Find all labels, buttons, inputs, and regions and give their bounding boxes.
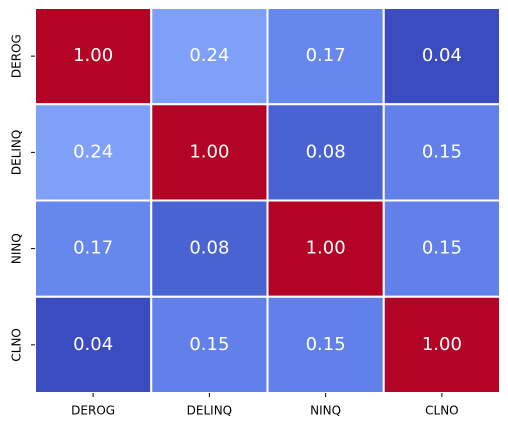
cell-label: 0.24 [73,141,113,162]
x-tick-label: DEROG [71,404,115,418]
cell-label: 0.04 [422,45,462,66]
heatmap-cell [382,103,501,202]
cell-label: 0.15 [422,238,462,259]
cell-label: 0.15 [189,334,229,355]
heatmap-cell [382,7,501,106]
heatmap-cell [150,7,269,106]
x-tick-label: CLNO [425,404,459,418]
cell-label: 1.00 [306,238,346,259]
cell-label: 0.08 [189,238,229,259]
heatmap-cell [382,199,501,298]
y-tick-label: DEROG [10,34,24,78]
heatmap-cell [34,7,153,106]
heatmap-cell [150,199,269,298]
heatmap-cell [150,295,269,394]
cell-label: 0.17 [73,238,113,259]
cell-label: 1.00 [73,45,113,66]
x-tick-label: NINQ [310,404,341,418]
cell-label: 0.17 [306,45,346,66]
y-tick-label: CLNO [10,328,24,362]
cell-label: 1.00 [422,334,462,355]
x-tick-label: DELINQ [187,404,232,418]
cell-label: 1.00 [189,141,229,162]
heatmap-cell [150,103,269,202]
heatmap-cell [382,295,501,394]
cell-label: 0.15 [306,334,346,355]
y-tick-label: DELINQ [10,130,24,175]
heatmap-cell [266,7,385,106]
cell-label: 0.15 [422,141,462,162]
cell-label: 0.08 [306,141,346,162]
cell-label: 0.04 [73,334,113,355]
y-tick-label: NINQ [10,233,24,264]
cell-label: 0.24 [189,45,229,66]
